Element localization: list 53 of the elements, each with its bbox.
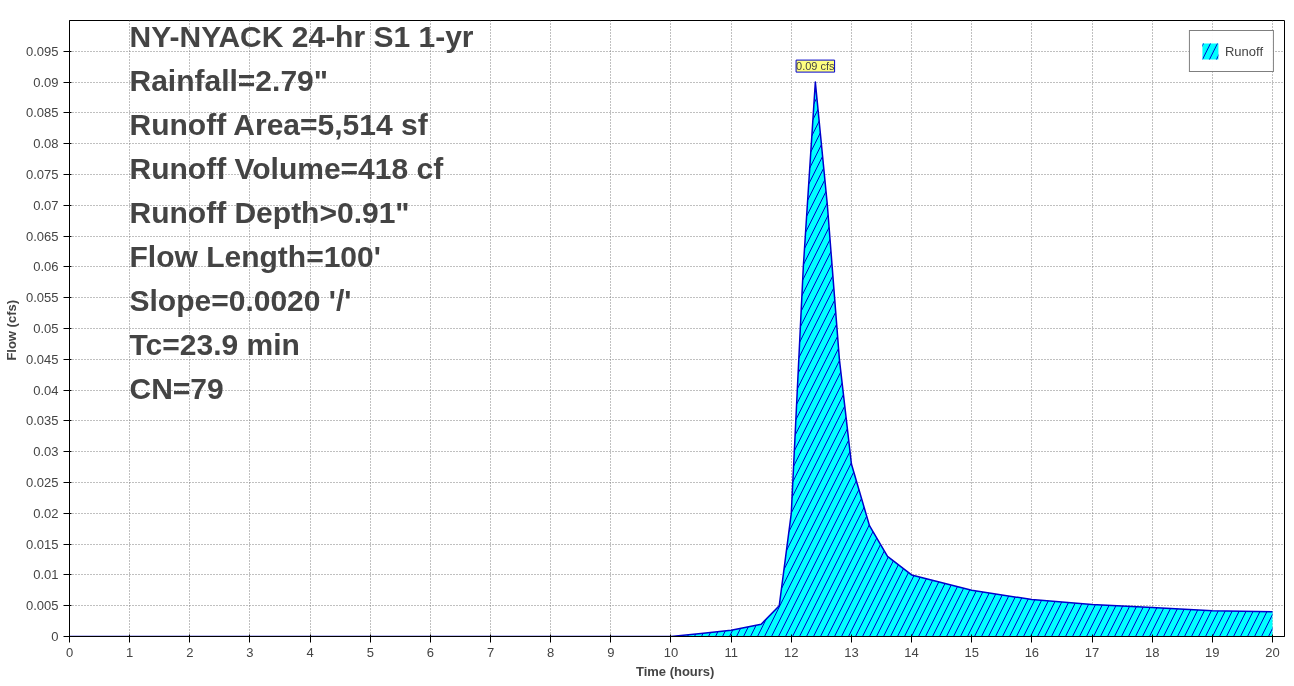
annotation: Runoff Area=5,514 sf <box>129 108 429 141</box>
annotation: Rainfall=2.79" <box>129 64 328 97</box>
y-tick-label: 0.025 <box>25 475 59 490</box>
annotation: Flow Length=100' <box>129 240 381 273</box>
annotation: NY-NYACK 24-hr S1 1-yr <box>129 20 474 53</box>
y-tick-label: 0.04 <box>33 382 59 398</box>
x-axis-title: Time (hours) <box>635 663 715 679</box>
x-tick-label: 14 <box>904 644 919 660</box>
y-tick-label: 0.015 <box>25 536 59 552</box>
x-tick-label: 20 <box>1265 644 1280 660</box>
y-tick-label: 0.07 <box>33 197 59 213</box>
x-tick-label: 4 <box>306 644 314 660</box>
x-tick-label: 3 <box>246 644 254 660</box>
annotation: Runoff Depth>0.91" <box>129 196 410 229</box>
y-tick-label: 0.065 <box>25 228 59 244</box>
x-tick-label: 19 <box>1205 644 1220 660</box>
x-tick-label: 10 <box>663 644 679 660</box>
x-tick-label: 11 <box>724 644 738 660</box>
x-tick-label: 17 <box>1084 644 1100 660</box>
y-tick-label: 0.05 <box>33 321 59 336</box>
y-tick-label: 0 <box>51 629 59 644</box>
x-tick-label: 18 <box>1144 644 1160 660</box>
y-tick-label: 0.085 <box>25 105 59 121</box>
annotation: Slope=0.0020 '/' <box>129 284 352 317</box>
x-tick-label: 9 <box>607 644 615 660</box>
x-tick-label: 0 <box>65 644 74 660</box>
y-tick-label: 0.01 <box>33 567 59 583</box>
annotation: Runoff Volume=418 cf <box>129 152 445 185</box>
y-tick-label: 0.075 <box>25 167 59 182</box>
x-tick-label: 13 <box>844 644 859 660</box>
legend-label: Runoff <box>1224 43 1263 59</box>
x-tick-label: 2 <box>186 644 194 660</box>
y-tick-label: 0.08 <box>33 136 59 152</box>
annotation: CN=79 <box>129 372 224 405</box>
y-tick-label: 0.055 <box>25 290 59 306</box>
y-axis-title: Flow (cfs) <box>3 299 19 361</box>
y-tick-label: 0.045 <box>25 351 59 367</box>
x-tick-label: 8 <box>547 644 555 660</box>
y-tick-label: 0.035 <box>25 413 59 429</box>
y-tick-label: 0.005 <box>25 598 59 614</box>
y-tick-label: 0.02 <box>33 505 59 521</box>
x-tick-label: 7 <box>486 644 495 660</box>
y-tick-label: 0.03 <box>33 444 59 460</box>
x-tick-label: 12 <box>784 644 799 660</box>
x-tick-label: 1 <box>126 644 134 660</box>
x-tick-label: 5 <box>366 644 374 660</box>
y-tick-label: 0.09 <box>33 74 59 90</box>
x-tick-label: 6 <box>426 644 435 660</box>
y-tick-label: 0.095 <box>25 43 59 59</box>
x-tick-label: 16 <box>1024 644 1040 660</box>
y-tick-label: 0.06 <box>33 259 59 275</box>
annotation: Tc=23.9 min <box>129 328 300 361</box>
x-tick-label: 15 <box>964 644 979 660</box>
